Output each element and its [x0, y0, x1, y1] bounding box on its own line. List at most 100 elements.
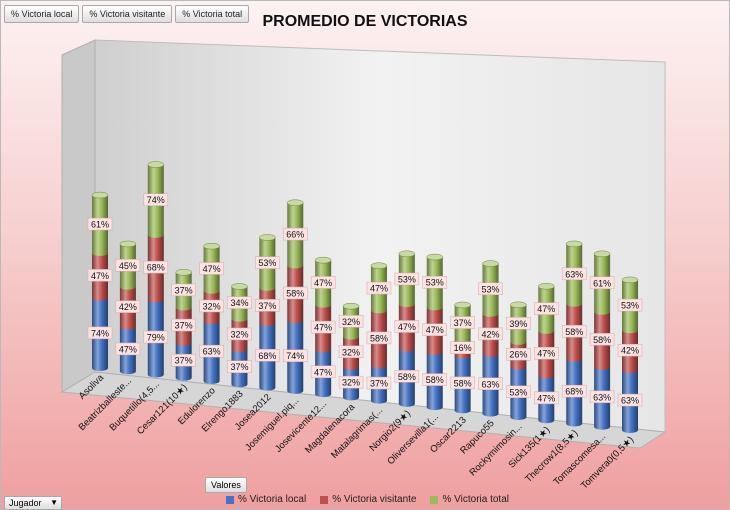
data-label-box	[506, 385, 531, 399]
bar-top-cap	[287, 199, 304, 206]
data-label: 58%	[398, 372, 416, 382]
data-label: 47%	[314, 323, 332, 333]
data-label: 58%	[565, 327, 583, 337]
data-label: 61%	[593, 278, 611, 288]
data-label-box	[366, 331, 392, 345]
data-label-box	[227, 327, 252, 341]
data-label: 53%	[398, 274, 416, 284]
bar-top-cap	[593, 250, 611, 258]
data-label-box	[115, 300, 141, 313]
data-label-box	[283, 227, 308, 241]
bar-top-cap	[426, 253, 443, 261]
data-label-box	[422, 373, 447, 386]
data-label: 42%	[119, 302, 137, 312]
dropdown-arrow-icon: ▼	[50, 498, 58, 507]
data-label-box	[589, 390, 615, 404]
data-label: 79%	[147, 333, 165, 343]
data-label-box	[366, 376, 392, 390]
data-label: 37%	[454, 318, 472, 328]
data-label-box	[561, 267, 587, 281]
data-label: 53%	[482, 284, 500, 294]
data-label-box	[87, 217, 113, 231]
data-label-box	[87, 269, 113, 282]
data-label: 74%	[147, 195, 165, 205]
data-label-box	[227, 360, 252, 373]
data-label: 63%	[621, 396, 639, 406]
data-label-box	[171, 353, 196, 367]
data-label: 47%	[203, 264, 221, 274]
jugador-filter-button[interactable]: Jugador ▼	[4, 496, 62, 510]
data-label-box	[143, 330, 169, 344]
data-label: 37%	[175, 321, 193, 331]
data-label: 37%	[230, 362, 248, 372]
data-label: 47%	[370, 284, 388, 294]
data-label-box	[394, 370, 420, 383]
bar-top-cap	[370, 262, 388, 269]
data-label: 47%	[537, 349, 555, 359]
side-wall	[61, 39, 96, 393]
data-label-box	[283, 286, 308, 300]
jugador-label: Jugador	[9, 498, 42, 508]
data-label: 37%	[175, 285, 193, 295]
bar-top-cap	[91, 191, 109, 199]
legend-item-total: % Victoria total	[430, 494, 509, 505]
data-label: 53%	[621, 301, 639, 311]
field-buttons: % Victoria local % Victoria visitante % …	[4, 5, 250, 23]
data-label-box	[199, 262, 224, 275]
data-label: 47%	[314, 278, 332, 288]
data-label: 68%	[565, 387, 583, 397]
data-label-box	[617, 393, 643, 407]
data-label-box	[255, 349, 280, 362]
bar-top-cap	[398, 250, 416, 258]
data-label: 34%	[230, 298, 248, 308]
data-label: 58%	[593, 335, 611, 345]
bar-top-cap	[314, 256, 332, 264]
data-label: 37%	[175, 356, 193, 366]
data-label: 47%	[537, 393, 555, 403]
bar-top-cap	[565, 240, 583, 248]
data-label: 74%	[91, 328, 109, 338]
legend-item-visitante: % Victoria visitante	[320, 494, 416, 505]
data-label-box	[478, 327, 503, 341]
data-label: 47%	[91, 271, 109, 281]
data-label-box	[310, 276, 336, 289]
chart-legend: % Victoria local % Victoria visitante % …	[226, 494, 509, 505]
data-label: 32%	[342, 317, 360, 327]
bar-top-cap	[175, 269, 192, 276]
legend-label-total: % Victoria total	[442, 494, 509, 505]
data-label: 32%	[342, 378, 360, 388]
data-label-box	[227, 296, 252, 309]
bar-top-cap	[454, 301, 471, 309]
data-label-box	[255, 256, 280, 269]
data-label: 63%	[593, 392, 611, 402]
data-label-box	[283, 349, 308, 362]
valores-button[interactable]: Valores	[205, 477, 247, 493]
field-button-total[interactable]: % Victoria total	[175, 5, 250, 23]
data-label-box	[450, 341, 475, 354]
data-label-box	[87, 326, 113, 340]
data-label-box	[450, 376, 475, 390]
data-label-box	[478, 282, 503, 296]
bar-top-cap	[147, 161, 165, 168]
data-label-box	[450, 316, 475, 329]
field-button-visitante[interactable]: % Victoria visitante	[82, 5, 173, 23]
bar-top-cap	[203, 242, 220, 250]
data-label-box	[534, 346, 559, 360]
field-button-local[interactable]: % Victoria local	[4, 5, 80, 23]
bar-top-cap	[259, 234, 276, 241]
data-label-box	[115, 342, 141, 356]
data-label: 63%	[482, 379, 500, 389]
data-label-box	[394, 320, 420, 333]
data-label-box	[506, 317, 531, 330]
data-label-box	[478, 377, 503, 391]
data-label-box	[143, 260, 169, 274]
data-label: 42%	[621, 346, 639, 356]
data-label-box	[115, 259, 141, 272]
data-label: 47%	[398, 322, 416, 332]
data-label: 42%	[482, 329, 500, 339]
data-label: 68%	[258, 351, 276, 361]
data-label-box	[561, 325, 587, 338]
data-label: 39%	[509, 319, 527, 329]
bar-top-cap	[231, 283, 248, 290]
